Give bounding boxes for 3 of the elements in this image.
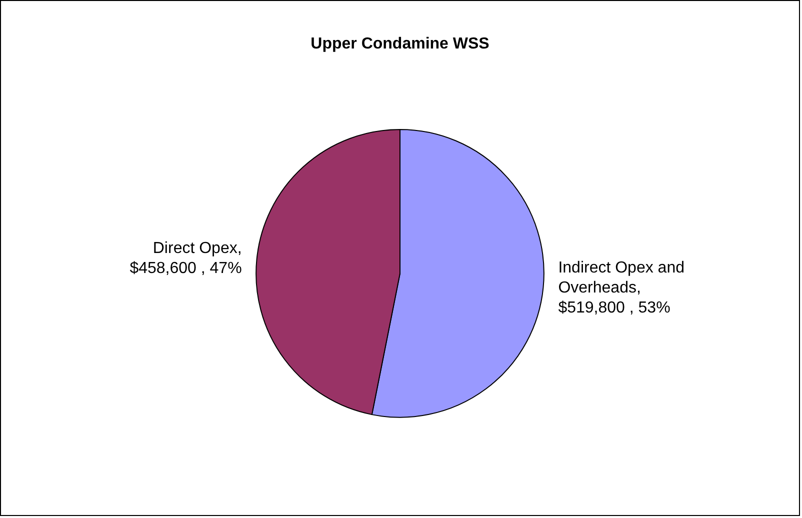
chart-title: Upper Condamine WSS [310, 36, 490, 52]
slice-label: Indirect Opex and Overheads, $519,800 , 53% [558, 260, 689, 317]
slice-label: Direct Opex, $458,600 , 47% [130, 240, 242, 278]
